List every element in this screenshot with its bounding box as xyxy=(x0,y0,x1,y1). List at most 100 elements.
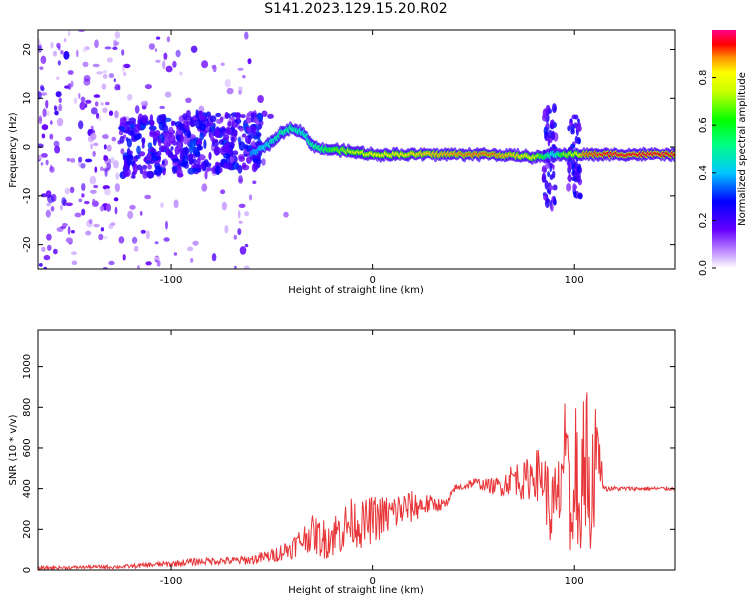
noise-cell xyxy=(163,52,168,60)
band-cell xyxy=(238,127,244,132)
band-cell xyxy=(166,140,173,146)
noise-cell xyxy=(85,158,93,163)
noise-cell xyxy=(192,240,199,246)
noise-cell xyxy=(261,110,268,117)
noise-cell xyxy=(146,230,150,240)
noise-cell xyxy=(204,170,208,180)
noise-cell xyxy=(41,246,46,252)
noise-cell xyxy=(99,205,105,212)
noise-cell xyxy=(129,204,136,210)
band-cell xyxy=(127,154,134,160)
noise-cell xyxy=(45,209,51,218)
burst-cell xyxy=(574,135,579,144)
band-cell xyxy=(192,158,197,165)
noise-cell xyxy=(108,110,114,116)
noise-cell xyxy=(237,228,242,236)
noise-cell xyxy=(64,187,71,195)
noise-cell xyxy=(110,222,116,226)
noise-cell xyxy=(65,136,72,142)
noise-cell xyxy=(104,46,112,50)
band-cell xyxy=(134,124,141,133)
noise-cell xyxy=(252,180,257,185)
noise-cell xyxy=(49,133,54,140)
noise-cell xyxy=(45,159,49,166)
noise-cell xyxy=(102,134,109,139)
noise-cell xyxy=(100,227,105,232)
band-cell xyxy=(178,122,184,131)
band-cell xyxy=(242,162,247,169)
x-tick-label: 100 xyxy=(565,576,584,587)
noise-cell xyxy=(94,39,99,48)
burst-cell xyxy=(574,114,579,120)
burst-cell xyxy=(567,161,573,170)
band-cell xyxy=(218,139,224,145)
noise-cell xyxy=(56,117,64,127)
noise-cell xyxy=(118,236,125,244)
noise-cell xyxy=(80,163,86,169)
noise-cell xyxy=(92,150,96,157)
burst-cell xyxy=(544,163,550,169)
y-tick-label: 0 xyxy=(22,567,33,573)
noise-cell xyxy=(82,61,89,67)
noise-cell xyxy=(102,69,108,74)
noise-cell xyxy=(104,168,108,177)
noise-cell xyxy=(244,243,249,248)
noise-cell xyxy=(78,92,81,99)
band-cell xyxy=(232,150,239,156)
noise-cell xyxy=(212,64,217,73)
noise-cell xyxy=(76,49,79,58)
noise-cell xyxy=(96,71,103,75)
noise-cell xyxy=(88,218,93,225)
noise-cell xyxy=(105,203,112,212)
noise-cell xyxy=(53,105,58,111)
noise-cell xyxy=(71,251,78,256)
band-cell xyxy=(199,115,206,121)
band-cell xyxy=(142,169,148,179)
band-cell xyxy=(184,146,189,156)
noise-cell xyxy=(121,49,125,56)
x-tick-label: 100 xyxy=(565,275,584,286)
band-cell xyxy=(187,133,191,139)
noise-cell xyxy=(105,101,110,106)
band-cell xyxy=(146,170,155,179)
burst-cell xyxy=(550,119,555,129)
noise-cell xyxy=(59,204,63,211)
noise-cell xyxy=(110,156,115,164)
band-cell xyxy=(255,117,260,127)
noise-cell xyxy=(47,194,54,204)
noise-cell xyxy=(140,229,146,234)
band-cell xyxy=(141,114,149,125)
noise-cell xyxy=(47,244,52,251)
noise-cell xyxy=(248,194,253,201)
noise-cell xyxy=(139,211,143,216)
burst-cell xyxy=(573,161,579,169)
noise-cell xyxy=(94,166,98,173)
spectrogram-y-ticks: -20 -10 0 10 20 xyxy=(22,43,675,253)
band-cell xyxy=(149,129,156,136)
snr-line xyxy=(38,392,675,570)
x-tick-label: -100 xyxy=(160,275,183,286)
noise-cell xyxy=(257,95,264,103)
band-cell xyxy=(122,116,127,127)
noise-cell xyxy=(175,49,181,58)
band-cell xyxy=(223,134,230,141)
noise-cell xyxy=(148,43,155,50)
noise-cell xyxy=(70,81,74,88)
band-cell xyxy=(142,164,148,170)
snr-plot: -100 0 100 0 200 400 600 800 1000 Height of str… xyxy=(8,329,676,596)
band-cell xyxy=(127,150,133,156)
burst-cell xyxy=(570,129,575,135)
band-cell xyxy=(186,154,194,162)
noise-cell xyxy=(242,75,246,79)
noise-cell xyxy=(238,178,244,184)
band-cell xyxy=(223,152,231,159)
noise-cell xyxy=(103,144,107,150)
colorbar-label: Normalized spectral amplitude xyxy=(737,72,748,226)
band-cell xyxy=(214,146,220,156)
band-cell xyxy=(195,109,199,119)
noise-cell xyxy=(123,63,131,69)
spectrogram-x-label: Height of straight line (km) xyxy=(288,285,424,296)
band-cell xyxy=(225,126,231,135)
noise-cell xyxy=(133,245,139,252)
